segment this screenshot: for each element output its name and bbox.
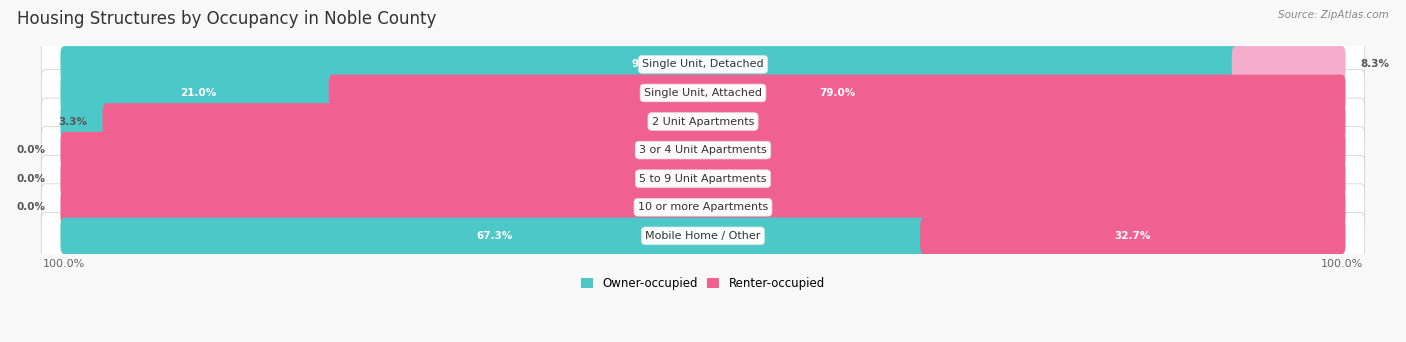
Text: 2 Unit Apartments: 2 Unit Apartments [652,117,754,127]
FancyBboxPatch shape [41,155,1365,202]
FancyBboxPatch shape [329,75,1346,111]
FancyBboxPatch shape [103,103,1346,140]
FancyBboxPatch shape [41,69,1365,116]
Text: 100.0%: 100.0% [682,202,724,212]
FancyBboxPatch shape [41,212,1365,259]
Text: 0.0%: 0.0% [15,145,45,155]
Text: 100.0%: 100.0% [682,145,724,155]
FancyBboxPatch shape [1232,46,1346,83]
FancyBboxPatch shape [41,98,1365,145]
Text: 10 or more Apartments: 10 or more Apartments [638,202,768,212]
Text: 21.0%: 21.0% [180,88,217,98]
FancyBboxPatch shape [60,189,1346,226]
Text: 8.3%: 8.3% [1361,60,1391,69]
Text: 32.7%: 32.7% [1115,231,1152,241]
FancyBboxPatch shape [60,75,336,111]
FancyBboxPatch shape [60,218,928,254]
Text: 0.0%: 0.0% [15,174,45,184]
Text: Single Unit, Detached: Single Unit, Detached [643,60,763,69]
FancyBboxPatch shape [920,218,1346,254]
FancyBboxPatch shape [41,184,1365,231]
Text: 3.3%: 3.3% [58,117,87,127]
Text: 91.7%: 91.7% [631,60,668,69]
FancyBboxPatch shape [41,127,1365,173]
Text: Source: ZipAtlas.com: Source: ZipAtlas.com [1278,10,1389,20]
Text: Housing Structures by Occupancy in Noble County: Housing Structures by Occupancy in Noble… [17,10,436,28]
Text: 100.0%: 100.0% [682,174,724,184]
Text: 79.0%: 79.0% [820,88,855,98]
Text: Mobile Home / Other: Mobile Home / Other [645,231,761,241]
FancyBboxPatch shape [60,46,1240,83]
Text: 96.7%: 96.7% [706,117,742,127]
FancyBboxPatch shape [41,41,1365,88]
Text: Single Unit, Attached: Single Unit, Attached [644,88,762,98]
FancyBboxPatch shape [60,132,1346,168]
Text: 67.3%: 67.3% [477,231,512,241]
Text: 5 to 9 Unit Apartments: 5 to 9 Unit Apartments [640,174,766,184]
Text: 0.0%: 0.0% [15,202,45,212]
Text: 3 or 4 Unit Apartments: 3 or 4 Unit Apartments [640,145,766,155]
FancyBboxPatch shape [60,160,1346,197]
FancyBboxPatch shape [60,103,110,140]
Legend: Owner-occupied, Renter-occupied: Owner-occupied, Renter-occupied [576,272,830,294]
